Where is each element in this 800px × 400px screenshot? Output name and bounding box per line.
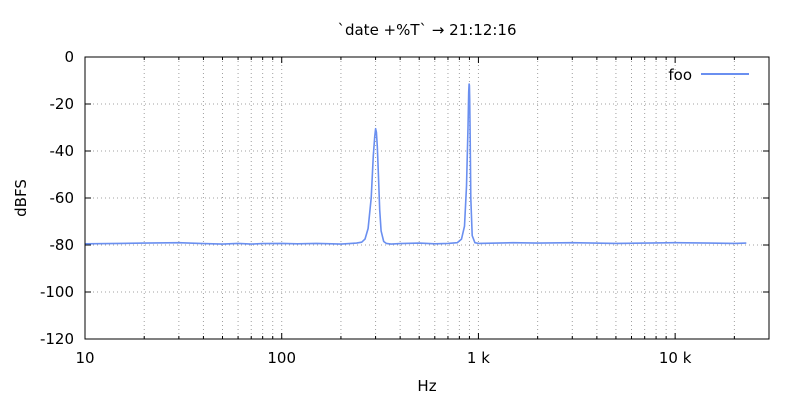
x-axis-ticks: 10 100 1 k 10 k [75,57,770,367]
y-tick-label: -100 [40,283,74,301]
x-tick-label: 100 [267,349,296,367]
chart-title: `date +%T` → 21:12:16 [337,21,516,39]
x-axis-title: Hz [417,377,436,395]
grid-lines [85,57,769,339]
y-tick-label: -120 [40,330,74,348]
y-tick-label: 0 [64,48,74,66]
plot-frame [84,56,770,340]
y-tick-label: -40 [50,142,75,160]
y-axis-title: dBFS [12,179,30,217]
x-tick-label: 1 k [467,349,490,367]
y-tick-label: -80 [50,236,75,254]
x-tick-label: 10 [75,349,94,367]
y-tick-label: -20 [50,95,75,113]
legend: foo [668,66,749,84]
series-line-foo [84,83,747,245]
y-axis-ticks: 0 -20 -40 -60 -80 -100 -120 [40,48,769,348]
x-tick-label: 10 k [659,349,692,367]
y-tick-label: -60 [50,189,75,207]
legend-label-foo: foo [668,66,692,84]
series-layer [84,83,747,245]
